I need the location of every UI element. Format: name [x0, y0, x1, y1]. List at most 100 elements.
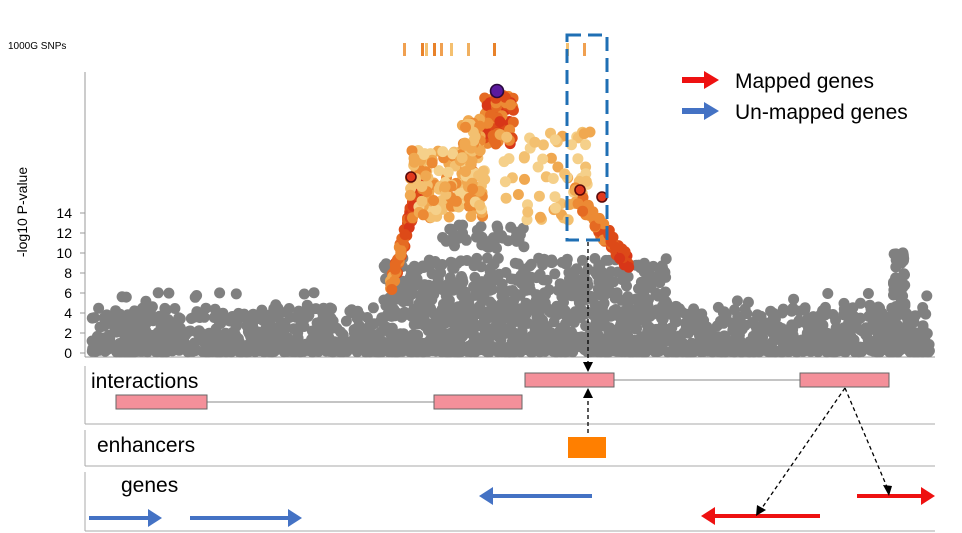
snp-point — [581, 275, 593, 287]
snp-point — [749, 320, 761, 332]
snp-point — [344, 305, 356, 317]
snp-point — [888, 309, 900, 321]
snp-point — [546, 257, 558, 269]
snp-point — [147, 315, 159, 327]
interaction-anchor — [433, 394, 523, 410]
snp-point — [420, 170, 432, 182]
snp-point — [549, 134, 561, 146]
snp-point — [891, 277, 903, 289]
snp-point — [439, 282, 451, 294]
snp-point — [469, 346, 481, 358]
unmapped-gene-arrow-head — [148, 509, 162, 527]
legend-mapped-label: Mapped genes — [735, 70, 874, 93]
snp-points — [86, 83, 935, 358]
snp-point — [604, 287, 616, 299]
snp-point — [590, 300, 602, 311]
snp-point — [500, 346, 512, 358]
snp-point — [592, 263, 604, 275]
snp-tick — [493, 43, 496, 56]
snp-point — [835, 336, 847, 348]
snp-point — [456, 273, 468, 285]
snp-point — [227, 326, 239, 338]
snp-point — [491, 317, 503, 329]
snp-point — [788, 293, 800, 305]
snp-point — [390, 306, 402, 318]
snp-point — [577, 205, 589, 217]
snp-point — [623, 295, 635, 307]
snp-point — [623, 261, 635, 273]
snp-point — [547, 173, 559, 184]
snp-point — [114, 308, 126, 320]
snp-point — [674, 303, 685, 315]
snp-point — [614, 252, 626, 264]
snp-point — [520, 271, 532, 283]
snp-point — [439, 181, 451, 193]
snp-point — [622, 320, 634, 332]
snp-point — [446, 302, 458, 314]
snp-point — [418, 300, 430, 312]
snp-point — [168, 338, 180, 350]
snp-point — [354, 310, 366, 322]
mapped-gene-arrow-head — [701, 507, 715, 525]
snp-point — [813, 338, 825, 350]
snp-point — [589, 253, 601, 264]
snp-point — [511, 304, 523, 316]
snp-point — [428, 195, 440, 206]
snp-point — [311, 317, 323, 329]
snp-point — [897, 323, 909, 334]
snp-point — [140, 295, 152, 307]
snp-point — [433, 165, 445, 177]
snp-point — [444, 223, 456, 235]
snp-point — [608, 328, 620, 340]
connector-arrows — [587, 242, 888, 509]
snp-point — [489, 83, 505, 99]
snp-point — [503, 153, 515, 165]
snp-point — [142, 306, 154, 318]
enhancer-box — [568, 437, 606, 458]
mapped-gene-arrow-head — [921, 487, 935, 505]
snp-point — [417, 209, 429, 221]
snp-point — [318, 336, 329, 348]
snp-point — [256, 304, 268, 316]
snp-point — [580, 139, 592, 151]
snp-point — [707, 346, 718, 358]
snp-point — [803, 318, 815, 330]
snp-tick — [450, 43, 453, 56]
snp-point — [397, 344, 409, 356]
snp-point — [796, 338, 808, 350]
snp-point — [173, 312, 185, 324]
snp-point — [921, 290, 933, 302]
snp-point — [229, 315, 241, 326]
snp-point — [468, 281, 480, 293]
snp-point — [272, 302, 284, 314]
snp-point — [348, 324, 360, 336]
snp-point — [152, 343, 164, 355]
snp-point — [673, 330, 685, 342]
snp-point — [461, 255, 473, 266]
snp-point — [417, 346, 429, 358]
snp-point — [888, 248, 900, 260]
snp-point — [475, 221, 487, 232]
snp-point — [410, 277, 421, 289]
snp-point — [121, 321, 132, 333]
snp-point — [565, 327, 577, 339]
snp-point — [408, 156, 420, 168]
snp-point — [505, 99, 517, 111]
snp-point — [898, 339, 910, 351]
snp-tick — [583, 43, 586, 56]
snp-point — [377, 324, 389, 336]
connector-arrow — [761, 387, 846, 509]
snp-point — [558, 342, 570, 354]
snp-point — [890, 301, 902, 312]
snp-tick — [403, 43, 406, 56]
snp-point — [817, 319, 829, 331]
snp-point — [231, 340, 242, 352]
enhancers-label: enhancers — [97, 434, 195, 457]
snp-point — [755, 334, 767, 346]
snp-point — [547, 345, 559, 357]
snp-point — [364, 346, 376, 358]
snp-point — [327, 346, 339, 358]
snp-point — [416, 195, 428, 207]
snp-point — [389, 259, 401, 271]
snp-point — [471, 320, 483, 332]
